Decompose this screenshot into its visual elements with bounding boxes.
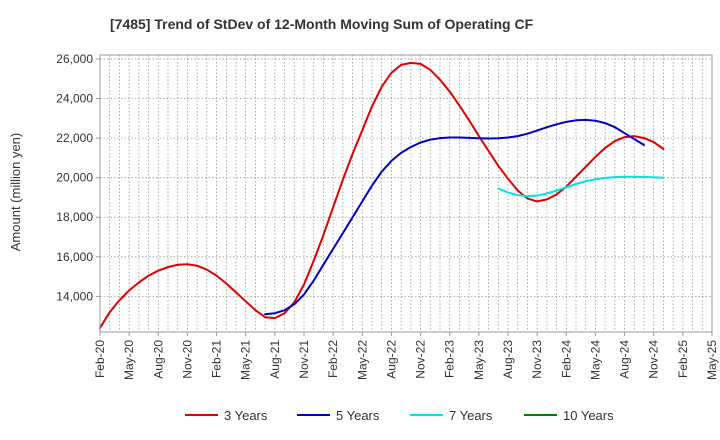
x-tick-labels: Feb-20 May-20 Aug-20 Nov-20 Feb-21 May-21 Aug-…	[93, 332, 719, 380]
x-tick-label: Feb-22	[326, 340, 340, 378]
x-tick-label: May-22	[355, 340, 369, 380]
series-line-7-years	[497, 175, 665, 198]
x-tick-label: Aug-20	[151, 340, 165, 379]
y-tick-label: 16,000	[56, 250, 93, 264]
x-tick-label: Feb-21	[210, 340, 224, 378]
x-tick-label: Aug-23	[501, 340, 515, 379]
x-tick-label: Aug-24	[618, 340, 632, 379]
x-tick-label: Aug-22	[384, 340, 398, 379]
legend-label: 5 Years	[336, 408, 380, 423]
y-tick-label: 20,000	[56, 171, 93, 185]
x-tick-label: Feb-24	[559, 340, 573, 378]
x-tick-label: May-25	[705, 340, 719, 380]
y-tick-label: 22,000	[56, 131, 93, 145]
legend-label: 10 Years	[563, 408, 614, 423]
y-tick-label: 14,000	[56, 289, 93, 303]
legend: 3 Years 5 Years 7 Years 10 Years	[185, 408, 614, 423]
legend-label: 3 Years	[224, 408, 268, 423]
x-tick-label: Nov-23	[530, 340, 544, 379]
x-tick-label: May-24	[588, 340, 602, 380]
plot-frame	[99, 54, 713, 333]
x-tick-label: Nov-21	[297, 340, 311, 379]
x-tick-label: Feb-23	[443, 340, 457, 378]
x-tick-label: Nov-20	[180, 340, 194, 379]
series-line-3-years	[99, 61, 665, 329]
chart-title: [7485] Trend of StDev of 12-Month Moving…	[110, 16, 534, 32]
x-tick-label: May-20	[122, 340, 136, 380]
series-layer	[99, 61, 665, 329]
legend-label: 7 Years	[449, 408, 493, 423]
grid-layer	[100, 55, 712, 332]
x-tick-label: Feb-20	[93, 340, 107, 378]
y-tick-label: 18,000	[56, 210, 93, 224]
x-tick-label: Nov-22	[414, 340, 428, 379]
y-tick-label: 24,000	[56, 92, 93, 106]
x-tick-label: Aug-21	[268, 340, 282, 379]
y-tick-label: 26,000	[56, 52, 93, 66]
y-axis-label: Amount (million yen)	[8, 133, 23, 252]
y-tick-labels: 14,000 16,000 18,000 20,000 22,000 24,000 26,0…	[56, 52, 100, 303]
x-tick-label: Nov-24	[647, 340, 661, 379]
series-line-5-years	[264, 118, 645, 316]
x-tick-label: May-21	[239, 340, 253, 380]
x-tick-label: Feb-25	[676, 340, 690, 378]
x-tick-label: May-23	[472, 340, 486, 380]
